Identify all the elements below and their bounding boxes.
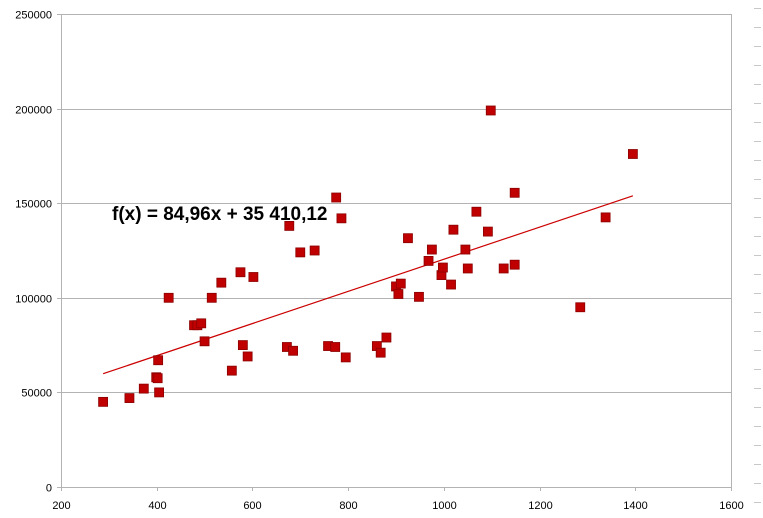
- data-point: [331, 192, 342, 203]
- trendline: [102, 195, 634, 375]
- y-tick-label: 0: [46, 483, 52, 495]
- data-point: [403, 233, 413, 244]
- data-point: [295, 247, 306, 258]
- y-tick-label: 250000: [15, 10, 52, 22]
- data-point: [336, 213, 347, 224]
- y-tick-label: 200000: [15, 105, 52, 117]
- data-point: [471, 206, 482, 217]
- data-point: [288, 345, 299, 356]
- data-point: [242, 351, 253, 362]
- data-point: [98, 396, 109, 407]
- data-point: [237, 340, 248, 351]
- data-point: [340, 352, 351, 363]
- data-point: [163, 292, 174, 303]
- data-point: [152, 373, 163, 384]
- data-point: [226, 365, 237, 376]
- x-tick-label: 1000: [432, 500, 456, 512]
- data-point: [393, 289, 404, 299]
- gridlines: [57, 14, 731, 488]
- data-point: [485, 105, 496, 116]
- data-point: [426, 244, 437, 255]
- data-point: [153, 355, 164, 366]
- data-point: [462, 263, 473, 274]
- data-point: [154, 387, 165, 398]
- x-tick-label: 200: [52, 500, 70, 512]
- data-point: [196, 318, 207, 329]
- data-point: [235, 267, 246, 278]
- data-point: [381, 332, 392, 343]
- data-point: [498, 263, 509, 274]
- data-point: [482, 226, 493, 237]
- data-point: [248, 272, 259, 282]
- data-point: [206, 292, 217, 303]
- data-point: [627, 149, 638, 159]
- data-point: [199, 336, 210, 347]
- data-point: [124, 393, 135, 403]
- x-tick-label: 600: [243, 500, 261, 512]
- data-point: [509, 187, 520, 198]
- data-point: [437, 262, 448, 273]
- data-point: [375, 347, 386, 358]
- axes: [61, 14, 732, 491]
- x-tick-label: 800: [339, 500, 357, 512]
- data-point: [395, 278, 406, 289]
- x-tick-label: 1600: [719, 500, 743, 512]
- y-tick-label: 150000: [15, 199, 52, 211]
- data-point: [414, 291, 424, 302]
- data-point: [446, 279, 456, 290]
- data-points: [98, 105, 638, 407]
- x-tick-label: 1200: [528, 500, 552, 512]
- right-edge-marks: [754, 8, 761, 503]
- data-point: [460, 244, 471, 255]
- trendline-equation: f(x) = 84,96x + 35 410,12: [112, 204, 328, 225]
- data-point: [575, 302, 586, 313]
- data-point: [284, 221, 295, 231]
- y-tick-label: 100000: [15, 294, 52, 306]
- data-point: [600, 212, 611, 223]
- data-point: [216, 277, 227, 288]
- data-point: [509, 259, 520, 270]
- y-tick-label: 50000: [21, 388, 52, 400]
- y-axis-tick-labels: 0 50000 100000 150000 200000 250000: [15, 10, 52, 495]
- trendline-layer: [102, 195, 634, 375]
- data-point: [309, 245, 320, 256]
- data-point: [423, 256, 434, 266]
- data-point: [330, 342, 341, 352]
- data-point: [138, 383, 149, 394]
- x-tick-label: 1400: [623, 500, 647, 512]
- x-axis-tick-labels: 200 400 600 800 1000 1200 1400 1600: [52, 500, 743, 512]
- x-tick-label: 400: [148, 500, 166, 512]
- data-point: [448, 224, 459, 235]
